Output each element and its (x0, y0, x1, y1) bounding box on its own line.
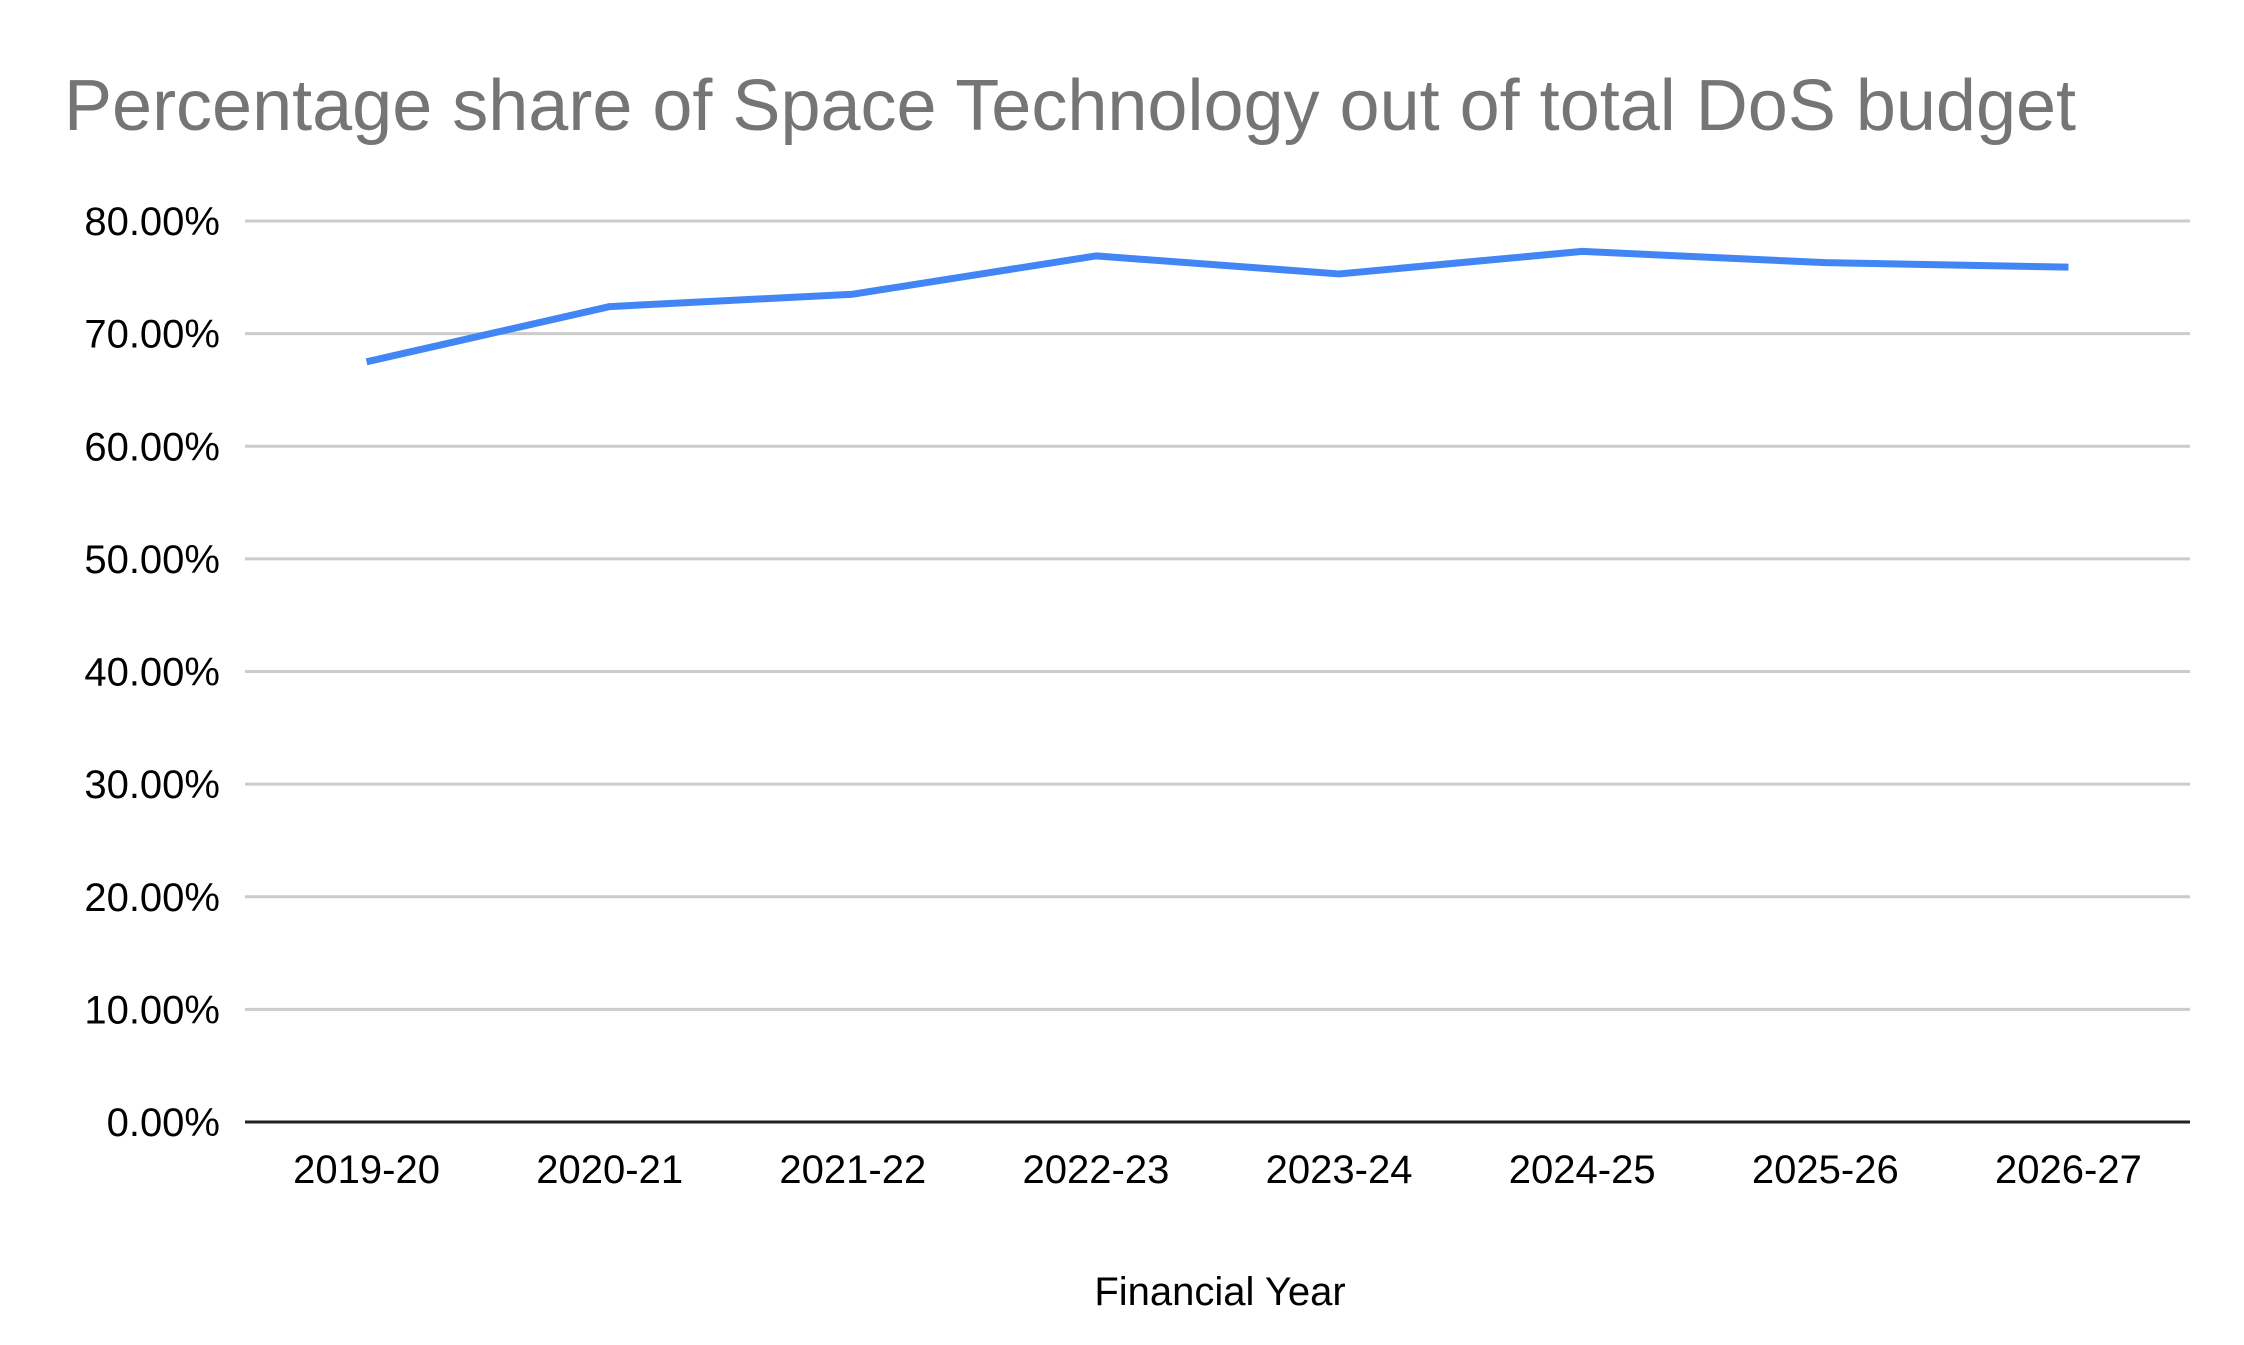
x-tick-label: 2021-22 (779, 1148, 926, 1192)
x-tick-label: 2025-26 (1752, 1148, 1899, 1192)
chart-title: Percentage share of Space Technology out… (64, 66, 2076, 146)
y-tick-label: 30.00% (84, 763, 220, 807)
x-tick-label: 2020-21 (536, 1148, 683, 1192)
x-tick-label: 2023-24 (1266, 1148, 1413, 1192)
y-tick-label: 0.00% (107, 1101, 220, 1145)
x-axis-title: Financial Year (1094, 1270, 1345, 1314)
x-tick-label: 2024-25 (1509, 1148, 1656, 1192)
y-tick-label: 80.00% (84, 200, 220, 244)
y-tick-label: 10.00% (84, 988, 220, 1032)
y-tick-label: 60.00% (84, 425, 220, 469)
x-tick-label: 2019-20 (293, 1148, 440, 1192)
series-line (365, 247, 2069, 366)
x-tick-label: 2026-27 (1995, 1148, 2142, 1192)
y-tick-label: 70.00% (84, 313, 220, 357)
y-tick-label: 20.00% (84, 876, 220, 920)
y-tick-label: 40.00% (84, 651, 220, 695)
x-axis-tick-labels: 2019-20 2020-21 2021-22 2022-23 2023-24 2024-… (293, 1148, 2142, 1192)
y-axis-tick-labels: 0.00% 10.00% 20.00% 30.00% 40.00% 50.00% 60.00… (84, 200, 220, 1145)
series-layer (365, 247, 2069, 366)
y-tick-label: 50.00% (84, 538, 220, 582)
gridlines (245, 219, 2190, 1124)
x-tick-label: 2022-23 (1023, 1148, 1170, 1192)
